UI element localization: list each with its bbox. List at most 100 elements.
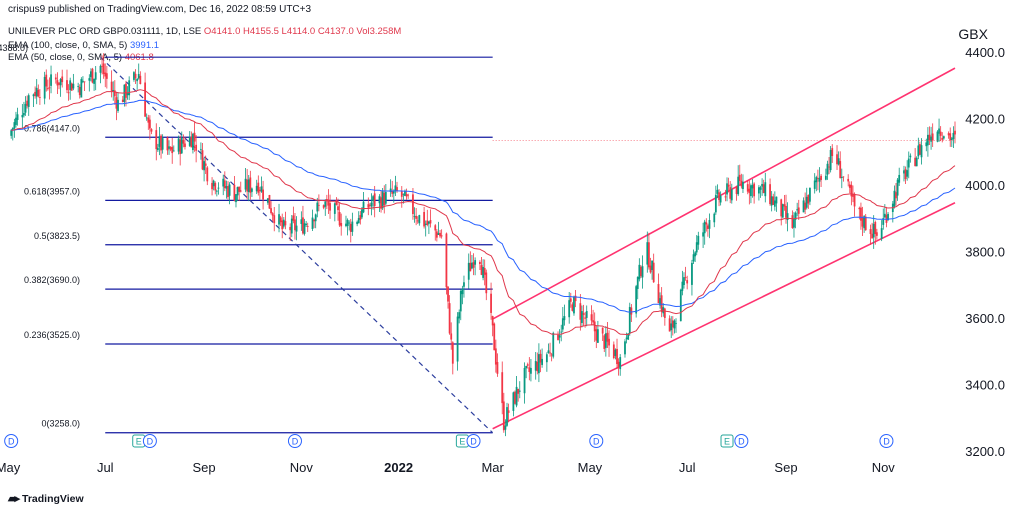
earnings-marker[interactable]: E bbox=[720, 434, 734, 448]
candle-body bbox=[875, 232, 878, 236]
candle-body bbox=[294, 219, 296, 231]
candle-body bbox=[115, 97, 118, 109]
candle-body bbox=[435, 231, 438, 238]
dividend-marker[interactable]: D bbox=[466, 434, 481, 448]
dividend-marker[interactable]: D bbox=[287, 434, 302, 448]
candle-body bbox=[880, 228, 883, 239]
fibonacci-retracement[interactable]: 0(3258.0) 0.236(3525.0) 0.382(3690.0) 0.5(3… bbox=[0, 43, 494, 434]
candle-body bbox=[144, 82, 147, 117]
candle-body bbox=[361, 209, 363, 218]
candle-body bbox=[579, 303, 582, 320]
candle-body bbox=[378, 196, 381, 204]
candle-body bbox=[796, 209, 799, 211]
candle-body bbox=[121, 99, 124, 103]
dividend-marker[interactable]: D bbox=[589, 434, 604, 448]
candle-body bbox=[938, 128, 940, 134]
candle-body bbox=[673, 320, 676, 329]
candle-body bbox=[238, 186, 241, 192]
candle-body bbox=[915, 157, 918, 167]
dividend-marker[interactable]: D bbox=[734, 434, 749, 448]
candle-body bbox=[415, 215, 418, 219]
dividend-marker[interactable]: D bbox=[142, 434, 157, 448]
candle-body bbox=[200, 148, 202, 150]
candle-body bbox=[15, 117, 17, 125]
candle-body bbox=[713, 213, 716, 223]
y-tick-label: 4000.0 bbox=[965, 178, 1005, 193]
candle-body bbox=[70, 83, 73, 91]
candle-body bbox=[769, 184, 771, 205]
candle-body bbox=[657, 284, 660, 304]
candle-body bbox=[214, 183, 217, 191]
candle-body bbox=[447, 286, 449, 302]
candle-body bbox=[279, 217, 282, 223]
fib-trend-line bbox=[100, 56, 494, 434]
candle-body bbox=[861, 217, 864, 227]
candle-body bbox=[526, 364, 529, 366]
tradingview-logo-icon: ▰▸ bbox=[8, 493, 20, 505]
candle-body bbox=[316, 202, 319, 212]
candle-body bbox=[895, 192, 897, 199]
candle-body bbox=[150, 129, 153, 132]
dividend-marker[interactable]: D bbox=[879, 434, 894, 448]
candle-body bbox=[260, 186, 263, 192]
candle-body bbox=[809, 187, 811, 202]
candle-body bbox=[235, 194, 237, 203]
candle-body bbox=[300, 219, 303, 224]
candle-body bbox=[160, 135, 162, 151]
candle-body bbox=[947, 133, 950, 136]
candle-body bbox=[581, 311, 583, 324]
candle-body bbox=[474, 260, 477, 265]
candle-body bbox=[914, 157, 917, 167]
candle-body bbox=[43, 76, 46, 99]
price-channel[interactable] bbox=[492, 67, 956, 430]
candle-body bbox=[785, 205, 787, 218]
candle-body bbox=[858, 207, 861, 210]
candle-body bbox=[110, 81, 113, 91]
candle-body bbox=[80, 79, 83, 98]
candle-body bbox=[102, 63, 105, 74]
event-marker-label: D bbox=[292, 437, 299, 447]
candle-body bbox=[244, 178, 247, 190]
candle-body bbox=[429, 220, 432, 224]
axes: 3200.0 3400.0 3600.0 3800.0 4000.0 4200.0 4400… bbox=[0, 45, 1005, 475]
candle-body bbox=[345, 223, 347, 227]
candle-body bbox=[574, 295, 577, 302]
candle-body bbox=[686, 280, 689, 284]
candle-body bbox=[753, 183, 756, 197]
candle-body bbox=[236, 186, 239, 196]
candle-body bbox=[394, 185, 397, 192]
fib-level-label: 0(3258.0) bbox=[41, 419, 80, 429]
candle-body bbox=[271, 213, 274, 216]
x-tick-label: Nov bbox=[872, 460, 896, 475]
dividend-icon bbox=[287, 434, 302, 448]
candle-body bbox=[807, 194, 810, 204]
tradingview-brand[interactable]: ▰▸ TradingView bbox=[8, 492, 84, 506]
candle-body bbox=[137, 73, 140, 79]
candle-body bbox=[547, 350, 550, 353]
candle-body bbox=[573, 296, 575, 314]
candle-body bbox=[471, 262, 473, 269]
x-tick-label: Nov bbox=[290, 460, 314, 475]
candle-body bbox=[635, 286, 638, 314]
candle-body bbox=[874, 222, 877, 235]
ema50-line bbox=[11, 89, 956, 335]
candle-body bbox=[636, 276, 639, 289]
candle-body bbox=[290, 218, 293, 234]
candle-body bbox=[225, 186, 228, 189]
candle-body bbox=[751, 185, 754, 189]
candle-body bbox=[27, 95, 30, 107]
candle-body bbox=[568, 300, 571, 318]
candle-body bbox=[166, 137, 169, 151]
candle-body bbox=[281, 220, 284, 230]
ema100-legend[interactable]: EMA (100, close, 0, SMA, 5) 3991.1 bbox=[8, 40, 159, 51]
candle-body bbox=[582, 313, 585, 315]
dividend-marker[interactable]: D bbox=[4, 434, 19, 448]
ema-lines bbox=[11, 89, 956, 335]
candle-body bbox=[719, 195, 722, 203]
candle-body bbox=[681, 281, 684, 291]
candle-body bbox=[837, 158, 840, 165]
candle-body bbox=[724, 196, 727, 198]
candle-body bbox=[83, 81, 86, 83]
